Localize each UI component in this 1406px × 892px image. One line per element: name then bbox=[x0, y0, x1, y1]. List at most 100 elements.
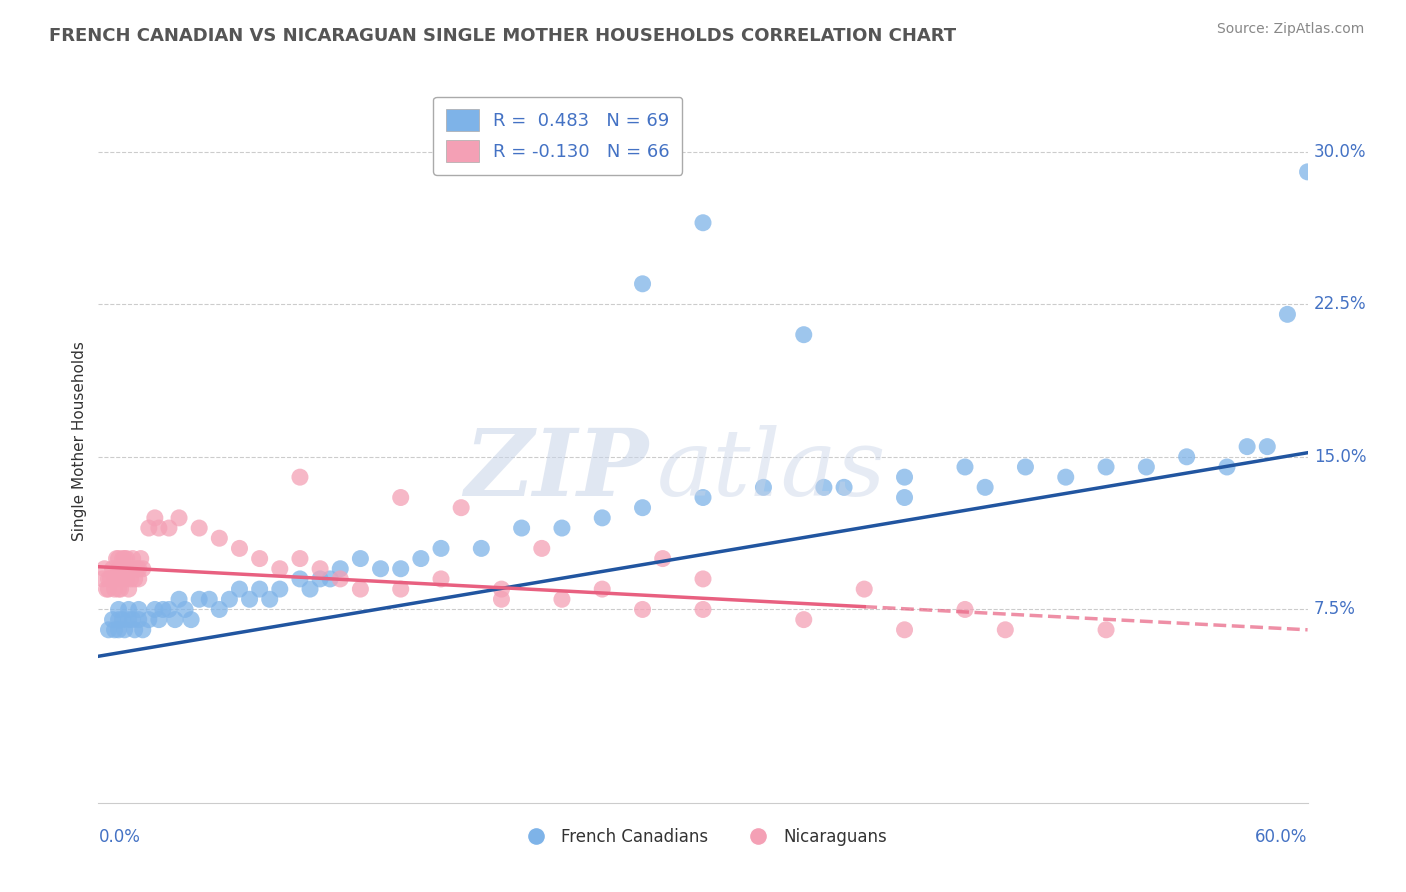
Text: 22.5%: 22.5% bbox=[1313, 295, 1367, 313]
Point bbox=[138, 521, 160, 535]
Point bbox=[125, 562, 148, 576]
Point bbox=[1296, 165, 1319, 179]
Point bbox=[105, 551, 128, 566]
Point bbox=[152, 602, 174, 616]
Point bbox=[1216, 460, 1239, 475]
Point bbox=[288, 551, 311, 566]
Point bbox=[111, 613, 134, 627]
Point bbox=[174, 602, 197, 616]
Point bbox=[163, 613, 186, 627]
Point bbox=[128, 572, 150, 586]
Point bbox=[288, 572, 311, 586]
Text: 60.0%: 60.0% bbox=[1256, 828, 1308, 847]
Point bbox=[121, 551, 143, 566]
Point bbox=[100, 572, 122, 586]
Point bbox=[148, 521, 170, 535]
Y-axis label: Single Mother Households: Single Mother Households bbox=[72, 342, 87, 541]
Text: 15.0%: 15.0% bbox=[1313, 448, 1367, 466]
Point bbox=[349, 551, 371, 566]
Point bbox=[591, 582, 613, 596]
Point bbox=[115, 551, 138, 566]
Point bbox=[128, 613, 150, 627]
Point bbox=[97, 572, 120, 586]
Point bbox=[228, 541, 250, 556]
Point bbox=[138, 613, 160, 627]
Point bbox=[107, 602, 129, 616]
Point bbox=[97, 582, 120, 596]
Point bbox=[91, 572, 114, 586]
Point bbox=[994, 623, 1017, 637]
Point bbox=[121, 613, 143, 627]
Point bbox=[198, 592, 221, 607]
Point bbox=[118, 602, 141, 616]
Point bbox=[1095, 460, 1118, 475]
Legend: French Canadians, Nicaraguans: French Canadians, Nicaraguans bbox=[513, 821, 893, 852]
Text: Source: ZipAtlas.com: Source: ZipAtlas.com bbox=[1216, 22, 1364, 37]
Point bbox=[430, 572, 453, 586]
Point bbox=[103, 582, 125, 596]
Point bbox=[157, 521, 180, 535]
Point bbox=[853, 582, 876, 596]
Point bbox=[491, 582, 513, 596]
Point bbox=[118, 613, 141, 627]
Point bbox=[107, 551, 129, 566]
Point bbox=[97, 623, 120, 637]
Point bbox=[491, 592, 513, 607]
Point bbox=[124, 623, 146, 637]
Point bbox=[510, 521, 533, 535]
Point bbox=[953, 460, 976, 475]
Point bbox=[167, 511, 190, 525]
Point bbox=[329, 562, 352, 576]
Point bbox=[329, 572, 352, 586]
Point bbox=[288, 470, 311, 484]
Point bbox=[1256, 440, 1278, 454]
Point bbox=[249, 551, 271, 566]
Point bbox=[111, 572, 134, 586]
Point bbox=[1095, 623, 1118, 637]
Point bbox=[692, 216, 714, 230]
Text: 30.0%: 30.0% bbox=[1313, 143, 1367, 161]
Point bbox=[370, 562, 392, 576]
Point bbox=[218, 592, 240, 607]
Point bbox=[118, 582, 141, 596]
Point bbox=[111, 551, 134, 566]
Point bbox=[319, 572, 342, 586]
Point bbox=[114, 623, 136, 637]
Point bbox=[107, 562, 129, 576]
Point bbox=[128, 562, 150, 576]
Point bbox=[1054, 470, 1077, 484]
Point bbox=[692, 572, 714, 586]
Point bbox=[101, 613, 124, 627]
Point bbox=[120, 572, 142, 586]
Point bbox=[409, 551, 432, 566]
Point bbox=[692, 602, 714, 616]
Point bbox=[793, 613, 815, 627]
Point bbox=[893, 623, 915, 637]
Text: 7.5%: 7.5% bbox=[1313, 600, 1355, 618]
Point bbox=[132, 562, 155, 576]
Point bbox=[893, 470, 915, 484]
Point bbox=[752, 480, 775, 494]
Point bbox=[96, 582, 118, 596]
Point bbox=[208, 531, 231, 545]
Point bbox=[692, 491, 714, 505]
Point bbox=[389, 491, 412, 505]
Point bbox=[1277, 307, 1299, 321]
Text: atlas: atlas bbox=[657, 425, 887, 516]
Point bbox=[143, 511, 166, 525]
Point bbox=[249, 582, 271, 596]
Text: 0.0%: 0.0% bbox=[98, 828, 141, 847]
Point bbox=[107, 623, 129, 637]
Point bbox=[124, 572, 146, 586]
Point bbox=[143, 602, 166, 616]
Point bbox=[132, 623, 155, 637]
Point bbox=[349, 582, 371, 596]
Point bbox=[813, 480, 835, 494]
Point bbox=[651, 551, 673, 566]
Point bbox=[110, 562, 132, 576]
Point bbox=[591, 511, 613, 525]
Point bbox=[893, 491, 915, 505]
Point bbox=[389, 562, 412, 576]
Point bbox=[208, 602, 231, 616]
Point bbox=[188, 592, 211, 607]
